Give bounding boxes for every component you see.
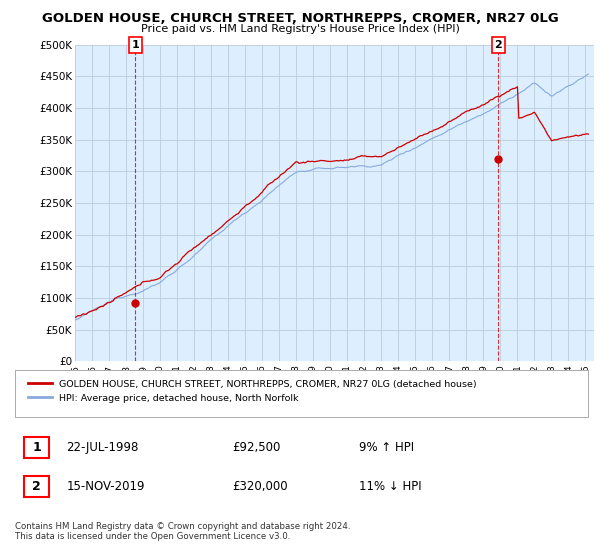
Text: £92,500: £92,500: [233, 441, 281, 454]
Text: Price paid vs. HM Land Registry's House Price Index (HPI): Price paid vs. HM Land Registry's House …: [140, 24, 460, 34]
Text: 2: 2: [32, 480, 41, 493]
Bar: [23, 437, 49, 458]
Text: £320,000: £320,000: [233, 480, 289, 493]
Text: 22-JUL-1998: 22-JUL-1998: [67, 441, 139, 454]
Text: 1: 1: [32, 441, 41, 454]
Text: 1: 1: [131, 40, 139, 50]
Text: 11% ↓ HPI: 11% ↓ HPI: [359, 480, 421, 493]
Text: 9% ↑ HPI: 9% ↑ HPI: [359, 441, 414, 454]
Legend: GOLDEN HOUSE, CHURCH STREET, NORTHREPPS, CROMER, NR27 0LG (detached house), HPI:: GOLDEN HOUSE, CHURCH STREET, NORTHREPPS,…: [25, 376, 481, 407]
Text: Contains HM Land Registry data © Crown copyright and database right 2024.
This d: Contains HM Land Registry data © Crown c…: [15, 522, 350, 542]
Bar: [23, 476, 49, 497]
Text: 15-NOV-2019: 15-NOV-2019: [67, 480, 145, 493]
Text: 2: 2: [494, 40, 502, 50]
Text: GOLDEN HOUSE, CHURCH STREET, NORTHREPPS, CROMER, NR27 0LG: GOLDEN HOUSE, CHURCH STREET, NORTHREPPS,…: [41, 12, 559, 25]
